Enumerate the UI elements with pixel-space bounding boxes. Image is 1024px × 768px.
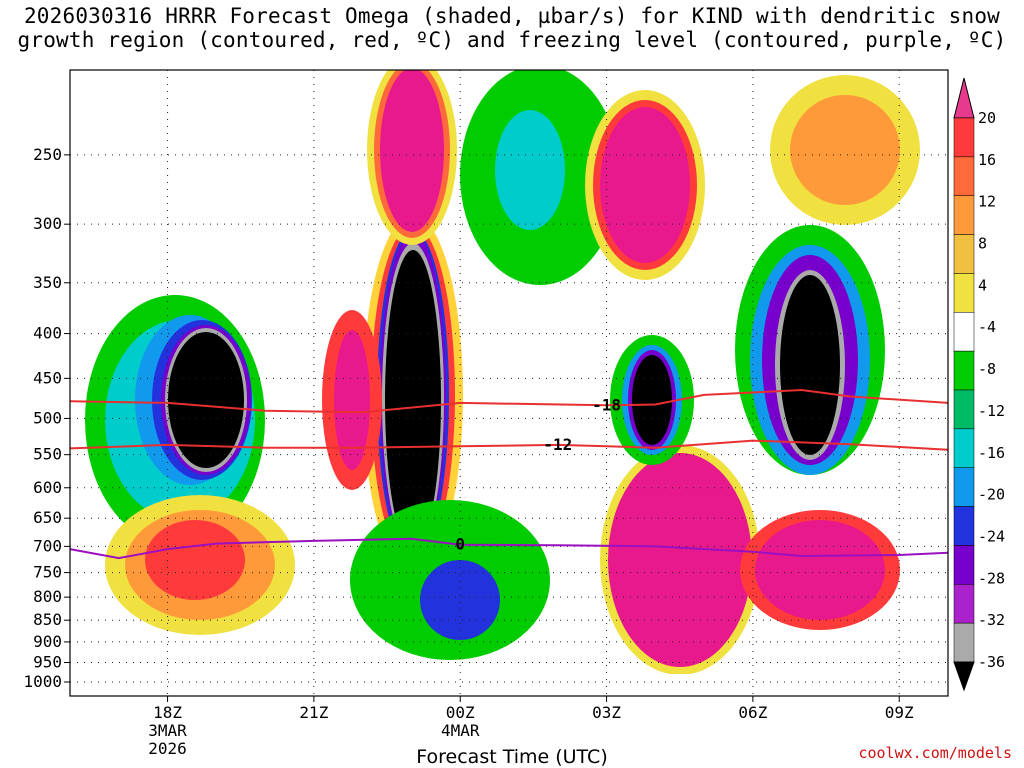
omega-blob	[495, 110, 565, 230]
omega-blob	[168, 332, 244, 468]
omega-blob	[780, 275, 840, 455]
colorbar-swatch	[953, 584, 975, 624]
dendritic-lower-label: -12	[543, 435, 572, 454]
y-axis: 250 300 350 400 450 500 550 600 650 700 750 800 850 9…	[23, 145, 70, 691]
x-tick-label: 09Z	[885, 703, 914, 722]
colorbar-swatch	[953, 312, 975, 352]
colorbar-label: 16	[978, 151, 996, 169]
y-tick-label: 850	[33, 610, 62, 629]
colorbar-swatch	[953, 273, 975, 313]
chart-title-line1: 2026030316 HRRR Forecast Omega (shaded, …	[23, 4, 1001, 28]
colorbar-label: -32	[978, 611, 1005, 629]
colorbar-swatch	[953, 545, 975, 585]
omega-blob	[608, 453, 752, 667]
omega-field	[70, 70, 948, 698]
colorbar-label: 12	[978, 193, 996, 211]
colorbar-label: -12	[978, 402, 1005, 420]
colorbar-label: 4	[978, 276, 987, 294]
y-tick-label: 350	[33, 273, 62, 292]
y-tick-label: 450	[33, 368, 62, 387]
colorbar-label: -20	[978, 486, 1005, 504]
omega-blob	[600, 107, 690, 263]
y-tick-label: 1000	[23, 672, 62, 691]
chart-title-line2: growth region (contoured, red, ºC) and f…	[17, 28, 1007, 52]
colorbar-swatch	[953, 622, 975, 663]
x-tick-sublabel: 4MAR	[441, 721, 480, 740]
colorbar-swatch	[953, 506, 975, 546]
x-axis-label: Forecast Time (UTC)	[416, 746, 608, 768]
colorbar-swatch	[953, 428, 975, 468]
colorbar-swatch	[953, 117, 975, 158]
colorbar-label: -24	[978, 527, 1005, 545]
colorbar-label: -4	[978, 318, 996, 336]
ground	[70, 674, 948, 698]
x-tick-label: 00Z	[446, 703, 475, 722]
chart-title: 2026030316 HRRR Forecast Omega (shaded, …	[0, 4, 1024, 52]
plot-frame	[69, 69, 949, 697]
y-tick-label: 900	[33, 632, 62, 651]
colorbar-label: -8	[978, 360, 996, 378]
y-tick-label: 550	[33, 445, 62, 464]
x-tick-sublabel: 2026	[148, 739, 187, 758]
omega-blob	[420, 560, 500, 640]
omega-blob	[755, 520, 885, 620]
omega-blob	[632, 355, 672, 445]
colorbar-swatch	[953, 389, 975, 430]
colorbar-swatch	[953, 156, 975, 196]
colorbar: 20 16 12 8 4 -4 -8 -12 -16 -20 -24 -28 -32 -36	[953, 77, 1005, 692]
dendritic-upper-line	[69, 388, 949, 414]
x-tick-label: 21Z	[299, 703, 328, 722]
x-tick-label: 18Z	[153, 703, 182, 722]
colorbar-label: -16	[978, 444, 1005, 462]
colorbar-label: -36	[978, 653, 1005, 671]
y-tick-label: 400	[33, 324, 62, 343]
colorbar-swatch	[953, 467, 975, 507]
omega-blob	[385, 250, 441, 550]
omega-blob	[145, 520, 245, 600]
x-tick-label: 03Z	[592, 703, 621, 722]
credit-text[interactable]: coolwx.com/models	[858, 744, 1012, 762]
freezing-level-label: 0	[455, 535, 465, 554]
omega-blob	[790, 95, 900, 205]
colorbar-swatch	[953, 234, 975, 274]
dendritic-upper-label: -18	[592, 395, 621, 414]
freezing-level-line	[69, 537, 949, 560]
colorbar-bottom-arrow	[953, 661, 975, 692]
y-tick-label: 300	[33, 214, 62, 233]
x-tick-label: 06Z	[738, 703, 767, 722]
colorbar-label: 20	[978, 109, 996, 127]
y-tick-label: 950	[33, 652, 62, 671]
colorbar-swatch	[953, 350, 975, 391]
colorbar-swatch	[953, 195, 975, 235]
y-tick-label: 750	[33, 563, 62, 582]
colorbar-label: -28	[978, 569, 1005, 587]
y-tick-label: 500	[33, 408, 62, 427]
contours: -18 -12 0	[69, 388, 949, 560]
omega-blob	[380, 70, 444, 232]
dendritic-lower-line	[69, 439, 949, 451]
omega-blob	[334, 330, 370, 470]
y-tick-label: 250	[33, 145, 62, 164]
colorbar-label: 8	[978, 235, 987, 253]
colorbar-top-arrow	[953, 77, 975, 119]
y-tick-label: 650	[33, 508, 62, 527]
x-tick-sublabel: 3MAR	[148, 721, 187, 740]
y-tick-label: 600	[33, 478, 62, 497]
y-tick-label: 800	[33, 587, 62, 606]
y-tick-label: 700	[33, 536, 62, 555]
